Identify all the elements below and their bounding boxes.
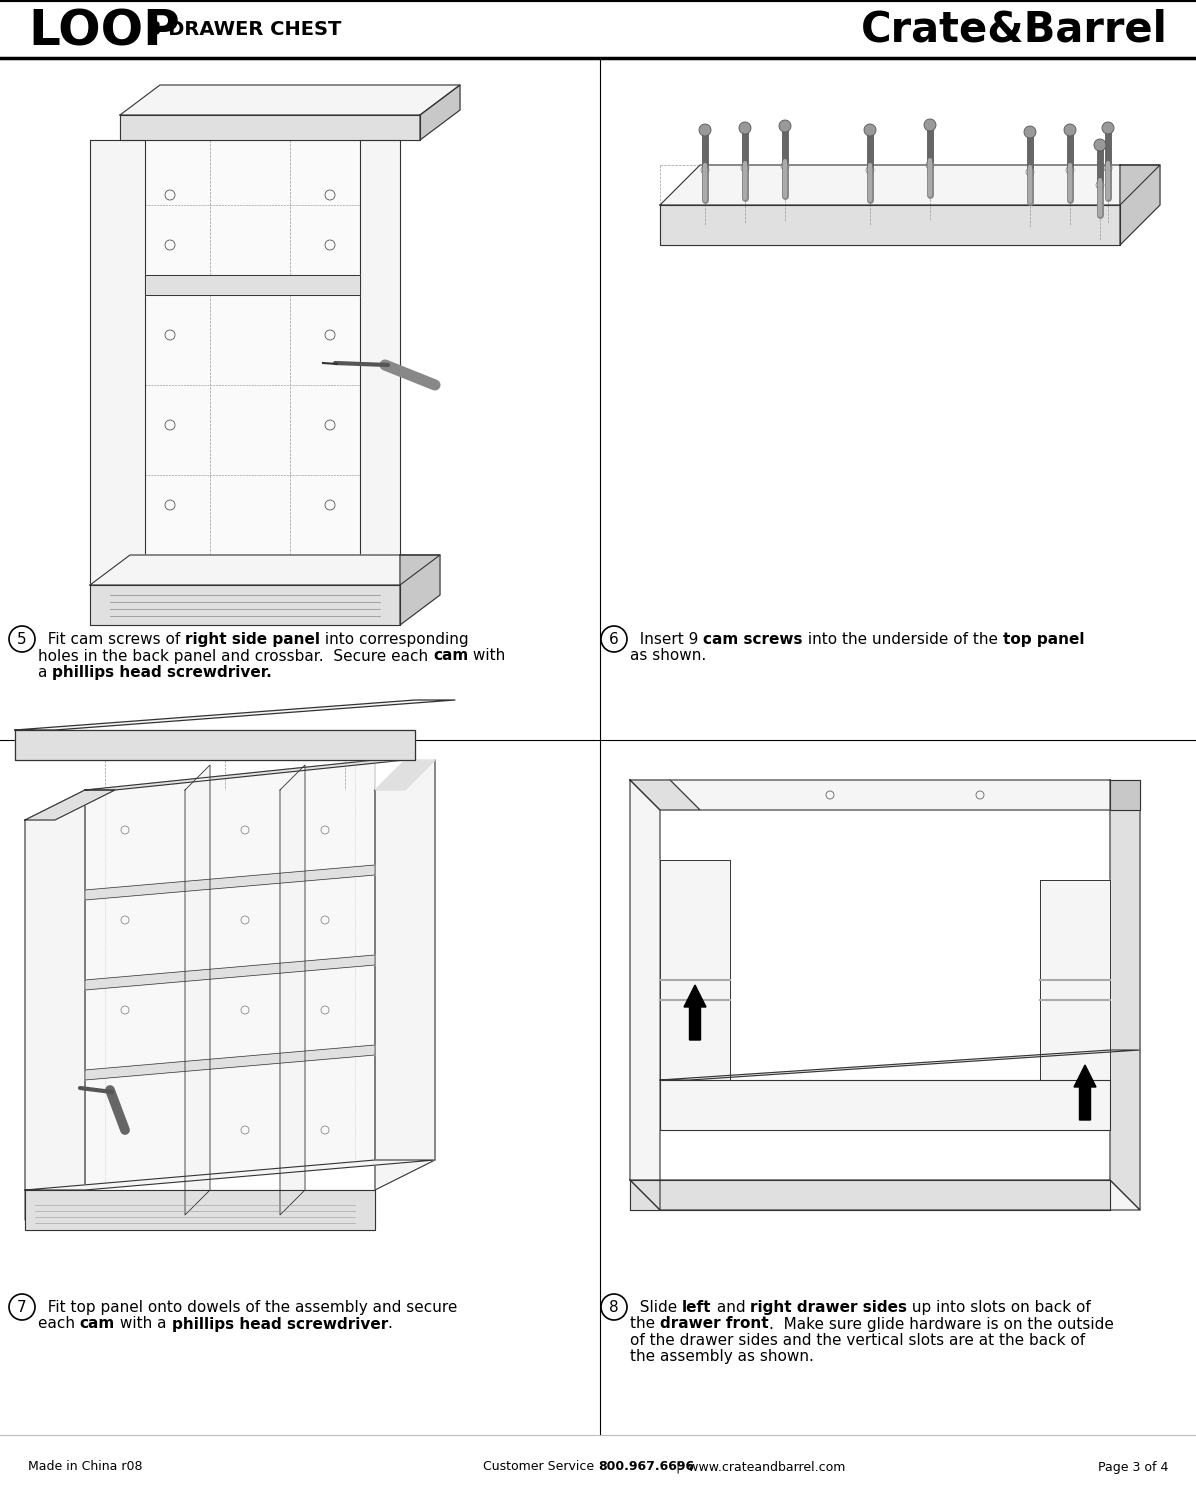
Polygon shape <box>630 1181 1110 1210</box>
Polygon shape <box>85 1045 376 1080</box>
Circle shape <box>1094 138 1106 152</box>
Polygon shape <box>25 1190 376 1230</box>
Polygon shape <box>399 555 440 625</box>
Polygon shape <box>630 1181 1140 1210</box>
Polygon shape <box>185 764 210 1215</box>
Text: top panel: top panel <box>1002 632 1084 647</box>
Text: holes in the back panel and crossbar.  Secure each: holes in the back panel and crossbar. Se… <box>38 648 433 663</box>
Polygon shape <box>280 764 305 1215</box>
Polygon shape <box>1110 781 1140 1210</box>
Circle shape <box>1102 122 1113 134</box>
Text: |  www.crateandbarrel.com: | www.crateandbarrel.com <box>669 1460 846 1474</box>
Text: right side panel: right side panel <box>185 632 321 647</box>
Text: 3 DRAWER CHEST: 3 DRAWER CHEST <box>148 19 341 39</box>
Text: Insert 9: Insert 9 <box>630 632 703 647</box>
Polygon shape <box>145 275 360 294</box>
Polygon shape <box>25 790 85 1219</box>
Text: the assembly as shown.: the assembly as shown. <box>630 1350 813 1365</box>
Text: 800.967.6696: 800.967.6696 <box>598 1460 694 1474</box>
Text: and: and <box>712 1300 750 1315</box>
Text: Fit cam screws of: Fit cam screws of <box>38 632 185 647</box>
Polygon shape <box>85 760 376 1190</box>
Text: Fit top panel onto dowels of the assembly and secure: Fit top panel onto dowels of the assembl… <box>38 1300 457 1315</box>
Polygon shape <box>660 1050 1140 1080</box>
Text: 5: 5 <box>17 632 26 647</box>
Circle shape <box>779 120 791 132</box>
Polygon shape <box>25 1160 435 1190</box>
Text: phillips head screwdriver: phillips head screwdriver <box>171 1316 388 1331</box>
Text: left: left <box>682 1300 712 1315</box>
Text: each: each <box>38 1316 80 1331</box>
Text: cam: cam <box>433 648 469 663</box>
Polygon shape <box>360 140 399 584</box>
Polygon shape <box>1119 165 1160 245</box>
Text: Slide: Slide <box>630 1300 682 1315</box>
Circle shape <box>698 123 710 135</box>
Polygon shape <box>420 85 460 140</box>
Text: cam screws: cam screws <box>703 632 803 647</box>
Polygon shape <box>660 1080 1110 1130</box>
Circle shape <box>925 119 936 131</box>
Text: LOOP: LOOP <box>28 7 179 57</box>
Text: with: with <box>469 648 506 663</box>
Text: 7: 7 <box>17 1300 26 1315</box>
Polygon shape <box>660 859 730 1080</box>
Text: Customer Service: Customer Service <box>483 1460 598 1474</box>
Text: .  Make sure glide hardware is on the outside: . Make sure glide hardware is on the out… <box>769 1316 1113 1331</box>
Polygon shape <box>630 781 660 1210</box>
Polygon shape <box>16 730 415 760</box>
Polygon shape <box>90 140 145 584</box>
Polygon shape <box>630 781 700 810</box>
Text: a: a <box>38 665 53 680</box>
Polygon shape <box>90 555 440 584</box>
Polygon shape <box>25 790 115 819</box>
Polygon shape <box>120 85 460 114</box>
Text: up into slots on back of: up into slots on back of <box>907 1300 1091 1315</box>
Text: phillips head screwdriver.: phillips head screwdriver. <box>53 665 271 680</box>
FancyArrow shape <box>1074 1065 1096 1120</box>
Text: the: the <box>630 1316 660 1331</box>
Polygon shape <box>660 165 1160 205</box>
Text: 8: 8 <box>609 1300 618 1315</box>
Polygon shape <box>90 584 399 625</box>
Text: with a: with a <box>115 1316 171 1331</box>
Polygon shape <box>1041 880 1110 1080</box>
Polygon shape <box>85 955 376 990</box>
Text: into the underside of the: into the underside of the <box>803 632 1002 647</box>
Circle shape <box>864 123 875 135</box>
Text: as shown.: as shown. <box>630 648 707 663</box>
Polygon shape <box>670 781 1140 810</box>
Polygon shape <box>145 140 360 584</box>
Polygon shape <box>85 865 376 900</box>
Circle shape <box>739 122 751 134</box>
Text: drawer front: drawer front <box>660 1316 769 1331</box>
Text: Crate&Barrel: Crate&Barrel <box>861 7 1168 51</box>
Polygon shape <box>120 114 420 140</box>
Text: Made in China r08: Made in China r08 <box>28 1460 142 1474</box>
Polygon shape <box>376 760 435 790</box>
Text: of the drawer sides and the vertical slots are at the back of: of the drawer sides and the vertical slo… <box>630 1332 1085 1349</box>
Circle shape <box>1064 123 1076 135</box>
Text: cam: cam <box>80 1316 115 1331</box>
Text: right drawer sides: right drawer sides <box>750 1300 907 1315</box>
Text: 6: 6 <box>609 632 618 647</box>
FancyArrow shape <box>684 984 706 1039</box>
Polygon shape <box>1110 781 1140 810</box>
Polygon shape <box>85 760 405 790</box>
Polygon shape <box>376 760 435 1190</box>
Text: Page 3 of 4: Page 3 of 4 <box>1098 1460 1168 1474</box>
Circle shape <box>1024 126 1036 138</box>
Text: into corresponding: into corresponding <box>321 632 469 647</box>
Polygon shape <box>16 700 454 730</box>
Polygon shape <box>660 205 1119 245</box>
Text: .: . <box>388 1316 392 1331</box>
